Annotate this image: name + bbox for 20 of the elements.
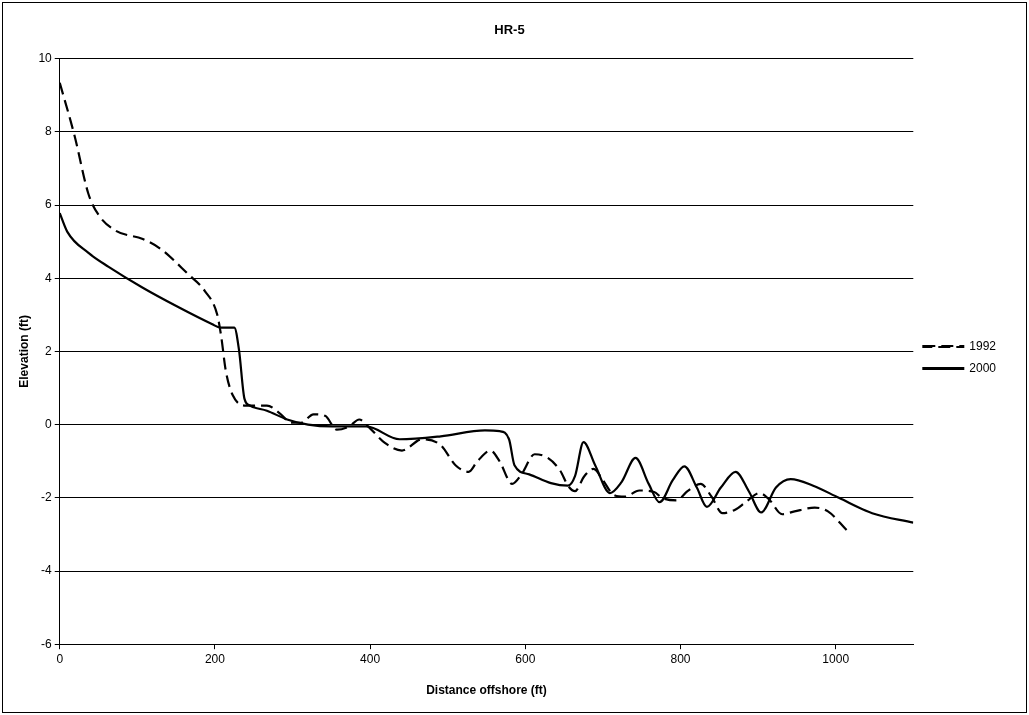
x-tick-label: 1000: [822, 651, 850, 666]
y-tick-label: 10: [38, 50, 53, 65]
y-tick-label: 8: [45, 124, 53, 139]
x-tick-label: 800: [670, 651, 691, 666]
y-tick-label: -2: [41, 490, 53, 505]
legend-label: 2000: [969, 360, 997, 375]
x-axis-title: Distance offshore (ft): [426, 683, 547, 698]
x-tick-label: 400: [360, 651, 381, 666]
x-tick-label: 200: [204, 651, 226, 666]
y-tick-label: 0: [45, 416, 53, 431]
y-tick-label: -4: [41, 563, 53, 578]
legend-label: 1992: [969, 338, 997, 353]
x-tick-label: 600: [515, 651, 536, 666]
y-tick-label: 2: [45, 343, 53, 358]
y-axis-title: Elevation (ft): [16, 315, 31, 388]
chart-title: HR-5: [494, 22, 525, 38]
y-tick-label: 4: [45, 270, 53, 285]
y-tick-label: 6: [45, 197, 53, 212]
y-tick-label: -6: [41, 636, 53, 651]
x-tick-label: 0: [56, 651, 64, 666]
